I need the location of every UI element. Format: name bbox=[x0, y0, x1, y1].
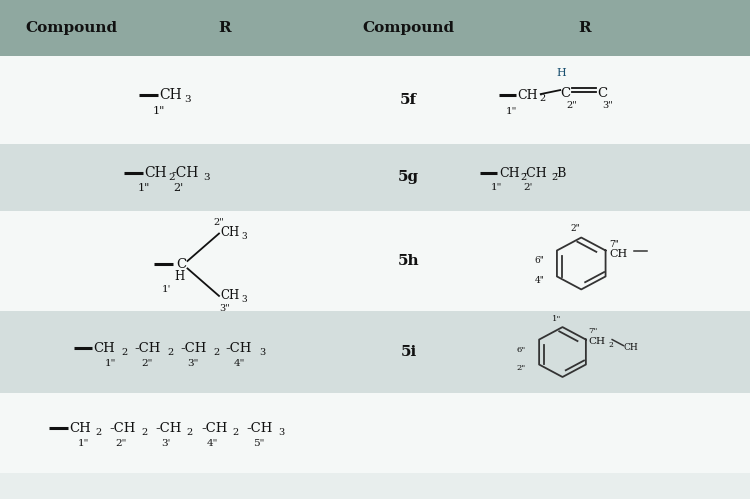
Text: -CH: -CH bbox=[110, 422, 136, 435]
Text: 2": 2" bbox=[566, 100, 578, 110]
Text: 3: 3 bbox=[259, 348, 265, 357]
Text: CH: CH bbox=[159, 88, 182, 102]
Text: CH: CH bbox=[220, 289, 240, 302]
Text: 3: 3 bbox=[184, 94, 191, 104]
Text: 2: 2 bbox=[539, 94, 545, 103]
Text: CH: CH bbox=[518, 88, 538, 102]
Text: 5h: 5h bbox=[398, 254, 419, 268]
Text: 2: 2 bbox=[169, 173, 176, 182]
Text: Compound: Compound bbox=[363, 21, 454, 35]
Text: R: R bbox=[219, 21, 231, 35]
Text: 1": 1" bbox=[552, 315, 561, 323]
Bar bbox=[0, 0, 750, 56]
Text: -CH: -CH bbox=[155, 422, 182, 435]
Text: 2": 2" bbox=[213, 218, 223, 227]
Text: -CH: -CH bbox=[226, 341, 252, 355]
Text: -CH: -CH bbox=[180, 341, 206, 355]
Text: 1": 1" bbox=[78, 439, 89, 448]
Bar bbox=[0, 56, 750, 144]
Text: 2: 2 bbox=[122, 348, 128, 357]
Text: 2": 2" bbox=[570, 224, 580, 233]
Text: 2: 2 bbox=[141, 428, 147, 437]
Bar bbox=[0, 211, 750, 311]
Text: C: C bbox=[560, 86, 570, 100]
Bar bbox=[0, 393, 750, 473]
Text: 3": 3" bbox=[188, 358, 199, 368]
Text: 1": 1" bbox=[105, 358, 116, 368]
Text: 3': 3' bbox=[161, 439, 170, 448]
Text: 2: 2 bbox=[608, 340, 613, 349]
Text: 2": 2" bbox=[517, 364, 526, 372]
Text: 2: 2 bbox=[213, 348, 219, 357]
Text: 2': 2' bbox=[524, 183, 532, 192]
Text: -CH: -CH bbox=[171, 166, 198, 181]
Text: 2: 2 bbox=[95, 428, 101, 437]
Text: CH: CH bbox=[144, 166, 166, 181]
Text: 6": 6" bbox=[517, 345, 526, 354]
Text: CH: CH bbox=[69, 422, 91, 435]
Text: 5f: 5f bbox=[400, 93, 417, 107]
Text: 1": 1" bbox=[491, 183, 502, 192]
Text: 3: 3 bbox=[278, 428, 284, 437]
Text: 3: 3 bbox=[242, 295, 248, 304]
Text: 2': 2' bbox=[173, 183, 184, 194]
Text: CH: CH bbox=[609, 250, 628, 259]
Bar bbox=[0, 311, 750, 393]
Text: 2: 2 bbox=[167, 348, 173, 357]
Text: H: H bbox=[556, 68, 566, 78]
Bar bbox=[0, 144, 750, 211]
Text: 2: 2 bbox=[187, 428, 193, 437]
Text: Compound: Compound bbox=[26, 21, 117, 35]
Text: 3": 3" bbox=[602, 100, 613, 110]
Text: 3": 3" bbox=[220, 304, 231, 313]
Text: H: H bbox=[174, 270, 184, 283]
Text: CH: CH bbox=[588, 336, 605, 346]
Text: 2: 2 bbox=[520, 173, 526, 182]
Text: -CH: -CH bbox=[523, 167, 548, 180]
Text: 3: 3 bbox=[242, 232, 248, 241]
Text: 1": 1" bbox=[137, 183, 149, 194]
Text: 6": 6" bbox=[534, 256, 544, 265]
Text: 5i: 5i bbox=[400, 345, 417, 359]
Text: C: C bbox=[176, 258, 186, 271]
Text: CH: CH bbox=[220, 226, 240, 239]
Text: -CH: -CH bbox=[247, 422, 273, 435]
Text: 1': 1' bbox=[162, 285, 171, 294]
Text: 4": 4" bbox=[207, 439, 218, 448]
Text: 4": 4" bbox=[534, 276, 544, 285]
Text: -CH: -CH bbox=[134, 341, 160, 355]
Text: C: C bbox=[598, 86, 608, 100]
Text: 5": 5" bbox=[253, 439, 264, 448]
Text: R: R bbox=[579, 21, 591, 35]
Text: CH: CH bbox=[623, 342, 638, 352]
Text: 3: 3 bbox=[203, 173, 210, 182]
Text: 4": 4" bbox=[233, 358, 244, 368]
Text: -B: -B bbox=[554, 167, 567, 180]
Text: 1": 1" bbox=[152, 106, 165, 116]
Text: 2": 2" bbox=[116, 439, 127, 448]
Text: 5g: 5g bbox=[398, 170, 419, 185]
Text: CH: CH bbox=[94, 341, 116, 355]
Text: 2": 2" bbox=[142, 358, 153, 368]
Text: 7": 7" bbox=[609, 240, 619, 249]
Text: CH: CH bbox=[499, 167, 519, 180]
Text: 1": 1" bbox=[506, 106, 518, 116]
Text: -CH: -CH bbox=[201, 422, 227, 435]
Text: 2: 2 bbox=[551, 173, 557, 182]
Text: 7": 7" bbox=[588, 326, 598, 335]
Text: 2: 2 bbox=[232, 428, 238, 437]
